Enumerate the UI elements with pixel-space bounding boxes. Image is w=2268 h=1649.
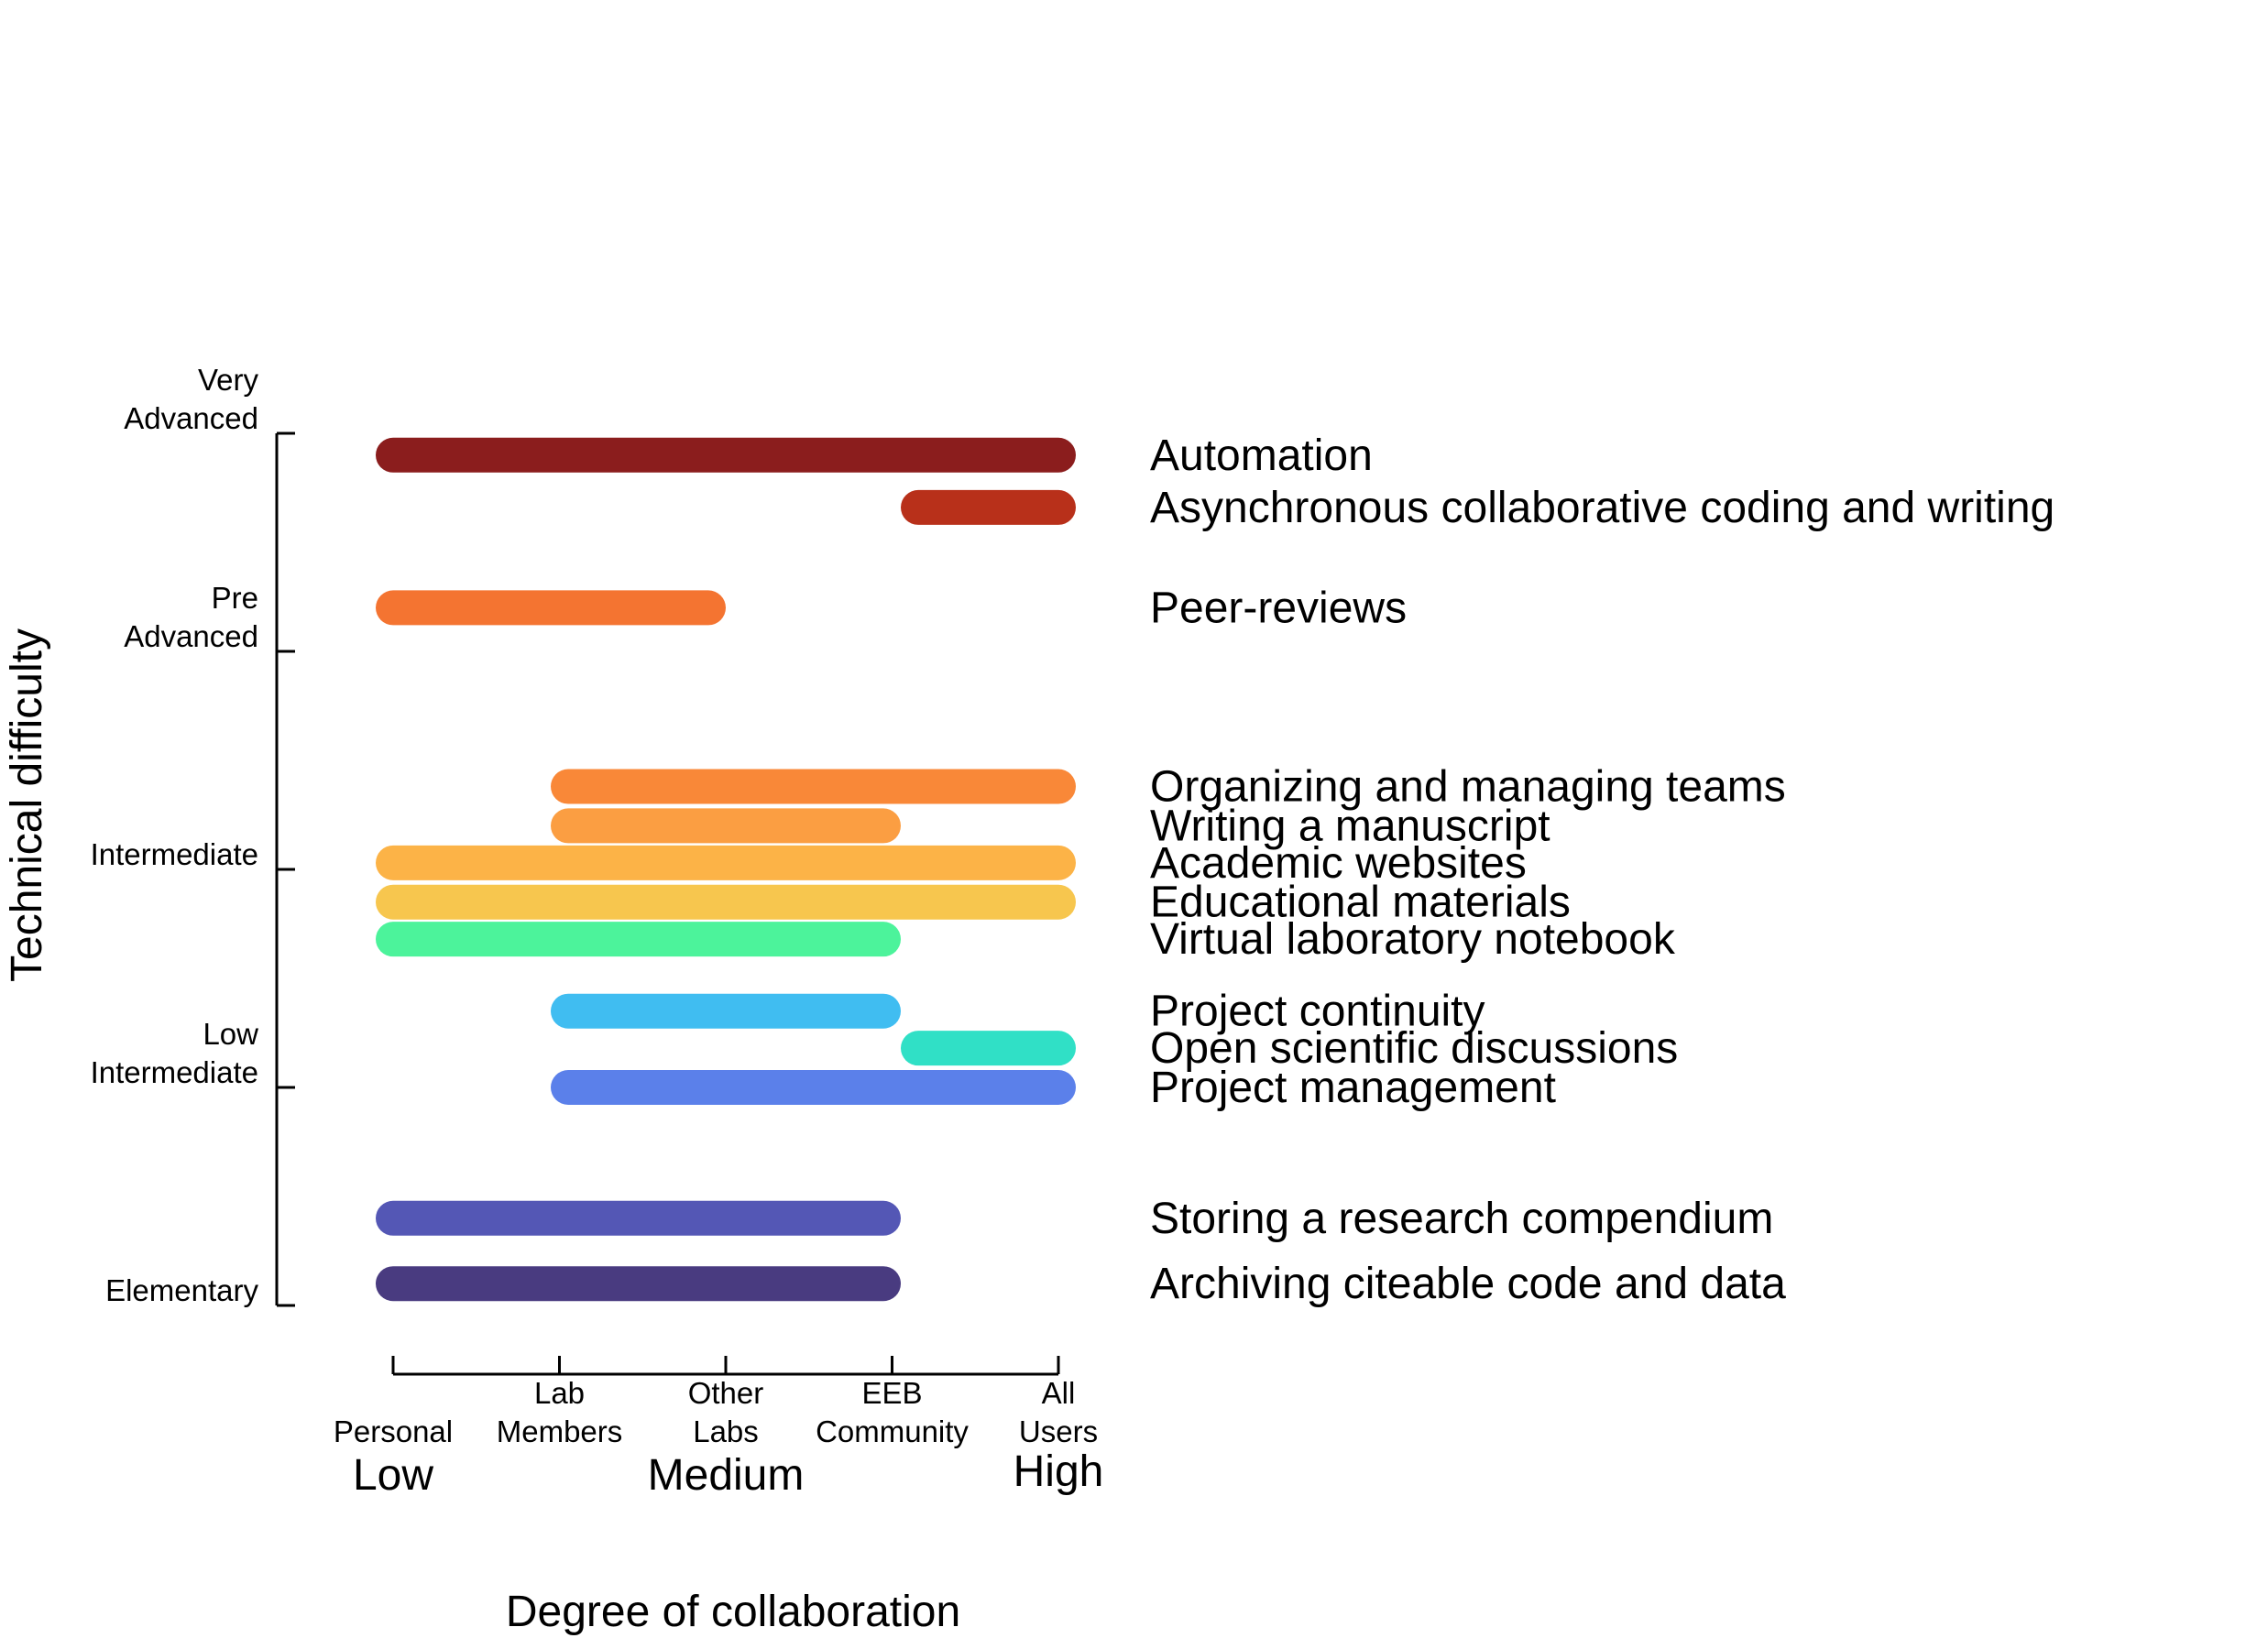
x-tick-label-line: Personal — [334, 1414, 453, 1448]
x-tick-label-line: Lab — [534, 1376, 585, 1410]
bar — [376, 845, 1076, 880]
x-tick-label: All Users — [1019, 1376, 1098, 1448]
series-label: Writing a manuscript — [1150, 802, 1550, 850]
series-label: Virtual laboratory notebook — [1150, 915, 1676, 964]
series-label: Organizing and managing teams — [1150, 763, 1786, 812]
series-label: Project continuity — [1150, 988, 1485, 1036]
y-tick-label-line: Advanced — [124, 619, 258, 653]
x-tick-label-line: Other — [688, 1376, 764, 1410]
x-tick-label-line: Labs — [693, 1414, 759, 1448]
bars-group — [376, 437, 1076, 1302]
x-tick-label-line: EEB — [861, 1376, 922, 1410]
series-label: Educational materials — [1150, 879, 1571, 927]
series-label: Storing a research compendium — [1150, 1195, 1773, 1243]
y-tick-label: Intermediate — [91, 837, 258, 871]
bar — [376, 1266, 901, 1302]
y-tick-label-line: Very — [198, 363, 259, 397]
x-tick-label: Lab Members — [497, 1376, 623, 1448]
series-label: Archiving citeable code and data — [1150, 1260, 1786, 1308]
bar — [376, 590, 726, 626]
series-label: Open scientific discussions — [1150, 1024, 1678, 1073]
x-axis: Personal Lab Members Other Labs EEB Community A… — [334, 1356, 1103, 1500]
x-level-label: Medium — [648, 1451, 805, 1500]
series-label: Academic websites — [1150, 839, 1527, 888]
y-tick-label: Low Intermediate — [91, 1017, 259, 1089]
bar — [551, 769, 1076, 804]
x-level-label: Low — [353, 1451, 433, 1500]
y-tick-label-line: Elementary — [105, 1273, 258, 1307]
y-tick-label-line: Intermediate — [91, 837, 258, 871]
y-tick-label: Elementary — [105, 1273, 258, 1307]
bar — [901, 1031, 1076, 1066]
y-tick-label-line: Pre — [212, 581, 258, 615]
series-label: Asynchronous collaborative coding and wr… — [1150, 484, 2054, 532]
x-tick-label-line: Community — [816, 1414, 969, 1448]
bar — [551, 808, 901, 844]
y-axis-title: Technical difficulty — [3, 628, 51, 982]
series-label: Project management — [1150, 1064, 1556, 1112]
bar — [551, 993, 901, 1029]
bar — [376, 884, 1076, 920]
y-axis: Elementary Low Intermediate Intermediate Pre… — [91, 363, 295, 1307]
bar — [376, 437, 1076, 473]
series-label: Peer-reviews — [1150, 584, 1407, 632]
x-tick-label-line: Members — [497, 1414, 623, 1448]
y-tick-label-line: Advanced — [124, 401, 258, 435]
x-tick-label-line: Users — [1019, 1414, 1098, 1448]
x-tick-label: EEB Community — [816, 1376, 969, 1448]
x-tick-label: Other Labs — [688, 1376, 764, 1448]
series-label: Automation — [1150, 431, 1373, 480]
bar — [551, 1070, 1076, 1105]
x-tick-label-line: All — [1042, 1376, 1076, 1410]
bar — [376, 922, 901, 957]
x-tick-label: Personal — [334, 1414, 453, 1448]
bar — [376, 1200, 901, 1236]
x-level-label: High — [1013, 1447, 1104, 1496]
y-tick-label: Very Advanced — [124, 363, 258, 435]
bar — [901, 489, 1076, 525]
y-tick-label: Pre Advanced — [124, 581, 258, 653]
y-tick-label-line: Low — [203, 1017, 258, 1051]
x-axis-title: Degree of collaboration — [506, 1588, 960, 1636]
y-tick-label-line: Intermediate — [91, 1055, 258, 1089]
